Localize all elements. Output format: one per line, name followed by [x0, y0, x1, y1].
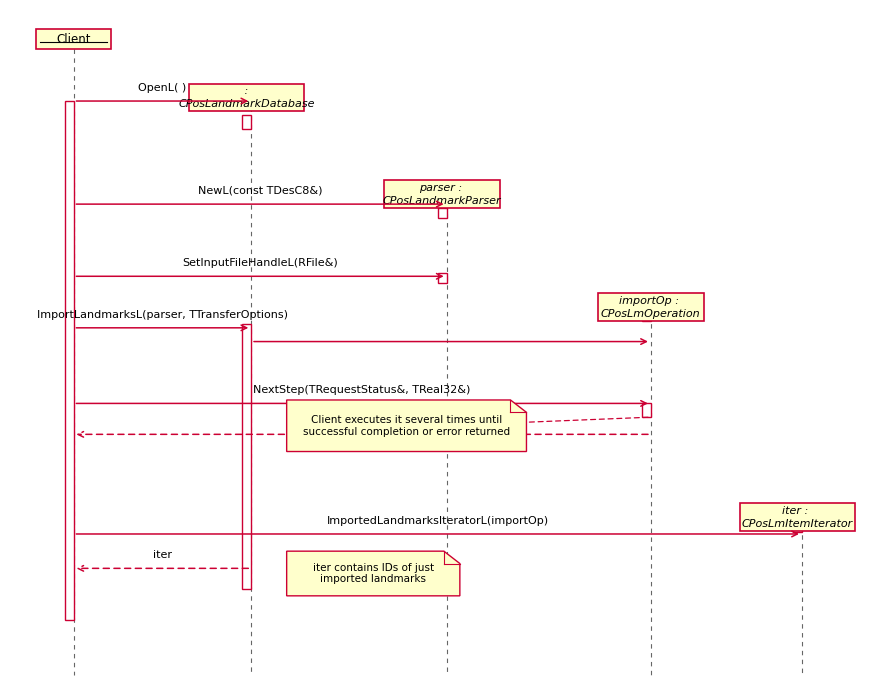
Polygon shape: [286, 551, 460, 596]
FancyBboxPatch shape: [36, 29, 112, 50]
Text: NewL(const TDesC8&): NewL(const TDesC8&): [198, 186, 322, 196]
Text: ImportLandmarksL(parser, TTransferOptions): ImportLandmarksL(parser, TTransferOption…: [37, 310, 288, 319]
Text: CPosLandmarkParser: CPosLandmarkParser: [383, 196, 501, 206]
FancyBboxPatch shape: [438, 208, 447, 218]
FancyBboxPatch shape: [793, 518, 802, 532]
FancyBboxPatch shape: [243, 115, 252, 128]
FancyBboxPatch shape: [739, 503, 855, 531]
Text: CPosLmOperation: CPosLmOperation: [601, 309, 700, 319]
Text: iter contains IDs of just
imported landmarks: iter contains IDs of just imported landm…: [313, 563, 434, 584]
Text: iter: iter: [153, 550, 172, 560]
Text: iter :: iter :: [782, 506, 813, 515]
Text: OpenL( ): OpenL( ): [138, 83, 186, 92]
Text: CPosLmItemIterator: CPosLmItemIterator: [742, 519, 853, 529]
Polygon shape: [286, 400, 526, 451]
Text: parser :: parser :: [418, 183, 466, 193]
FancyBboxPatch shape: [384, 180, 500, 208]
FancyBboxPatch shape: [64, 101, 73, 620]
Text: CPosLandmarkDatabase: CPosLandmarkDatabase: [178, 99, 315, 110]
FancyBboxPatch shape: [243, 324, 252, 589]
FancyBboxPatch shape: [642, 307, 651, 321]
FancyBboxPatch shape: [438, 273, 447, 283]
Text: SetInputFileHandleL(RFile&): SetInputFileHandleL(RFile&): [182, 258, 338, 268]
FancyBboxPatch shape: [642, 404, 651, 417]
Text: :: :: [242, 86, 252, 97]
Text: Client executes it several times until
successful completion or error returned: Client executes it several times until s…: [303, 415, 510, 437]
FancyBboxPatch shape: [189, 84, 304, 111]
Text: ImportedLandmarksIteratorL(importOp): ImportedLandmarksIteratorL(importOp): [326, 515, 549, 526]
Text: Client: Client: [56, 32, 91, 46]
Text: NextStep(TRequestStatus&, TReal32&): NextStep(TRequestStatus&, TReal32&): [253, 385, 471, 395]
FancyBboxPatch shape: [598, 293, 704, 321]
Text: importOp :: importOp :: [619, 296, 682, 306]
